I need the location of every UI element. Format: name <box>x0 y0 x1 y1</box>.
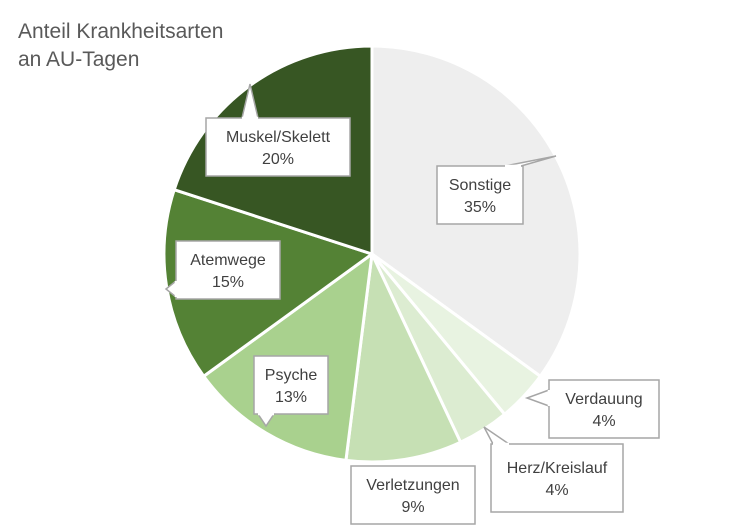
callout-pointer <box>257 413 275 428</box>
callout-box <box>548 379 660 439</box>
data-label-atemwege: Atemwege 15% <box>164 240 281 300</box>
slice-value-label: 9% <box>401 499 424 516</box>
data-label-sonstige: Sonstige 35% <box>436 155 557 225</box>
callout-pointer <box>483 426 510 445</box>
callout-pointer <box>524 389 550 407</box>
slice-value-label: 13% <box>275 389 307 406</box>
pie-slice-verletzungen <box>344 252 463 464</box>
callout-box <box>350 465 476 525</box>
callout-box <box>436 165 524 225</box>
callout-box <box>490 443 624 513</box>
slice-label: Psyche <box>265 367 318 384</box>
slice-value-label: 35% <box>464 199 496 216</box>
data-label-psyche: Psyche 13% <box>253 355 329 428</box>
data-label-verdauung: Verdauung 4% <box>524 379 660 439</box>
callout-box <box>205 117 351 177</box>
slice-value-label: 20% <box>262 151 294 168</box>
slice-label: Verdauung <box>565 391 642 408</box>
callout-pointer <box>164 280 177 298</box>
slice-label: Verletzungen <box>366 477 459 494</box>
data-label-verletzungen: Verletzungen 9% <box>350 465 476 525</box>
chart-title-line-1: Anteil Krankheitsarten <box>18 20 224 43</box>
chart-title: Anteil Krankheitsarten an AU-Tagen <box>18 18 298 74</box>
callout-box <box>253 355 329 415</box>
callout-box <box>175 240 281 300</box>
data-label-herz-kreislauf: Herz/Kreislauf 4% <box>483 426 624 513</box>
chart-title-line-2: an AU-Tagen <box>18 48 140 71</box>
slice-label: Sonstige <box>449 177 511 194</box>
callout-pointer <box>504 155 557 167</box>
slice-label: Muskel/Skelett <box>226 129 331 146</box>
slice-value-label: 4% <box>592 413 615 430</box>
slice-value-label: 15% <box>212 274 244 291</box>
slice-label: Herz/Kreislauf <box>507 460 608 477</box>
callout-pointer <box>241 83 259 119</box>
slice-value-label: 4% <box>545 482 568 499</box>
data-label-muskel-skelett: Muskel/Skelett 20% <box>205 83 351 177</box>
slice-label: Atemwege <box>190 252 266 269</box>
